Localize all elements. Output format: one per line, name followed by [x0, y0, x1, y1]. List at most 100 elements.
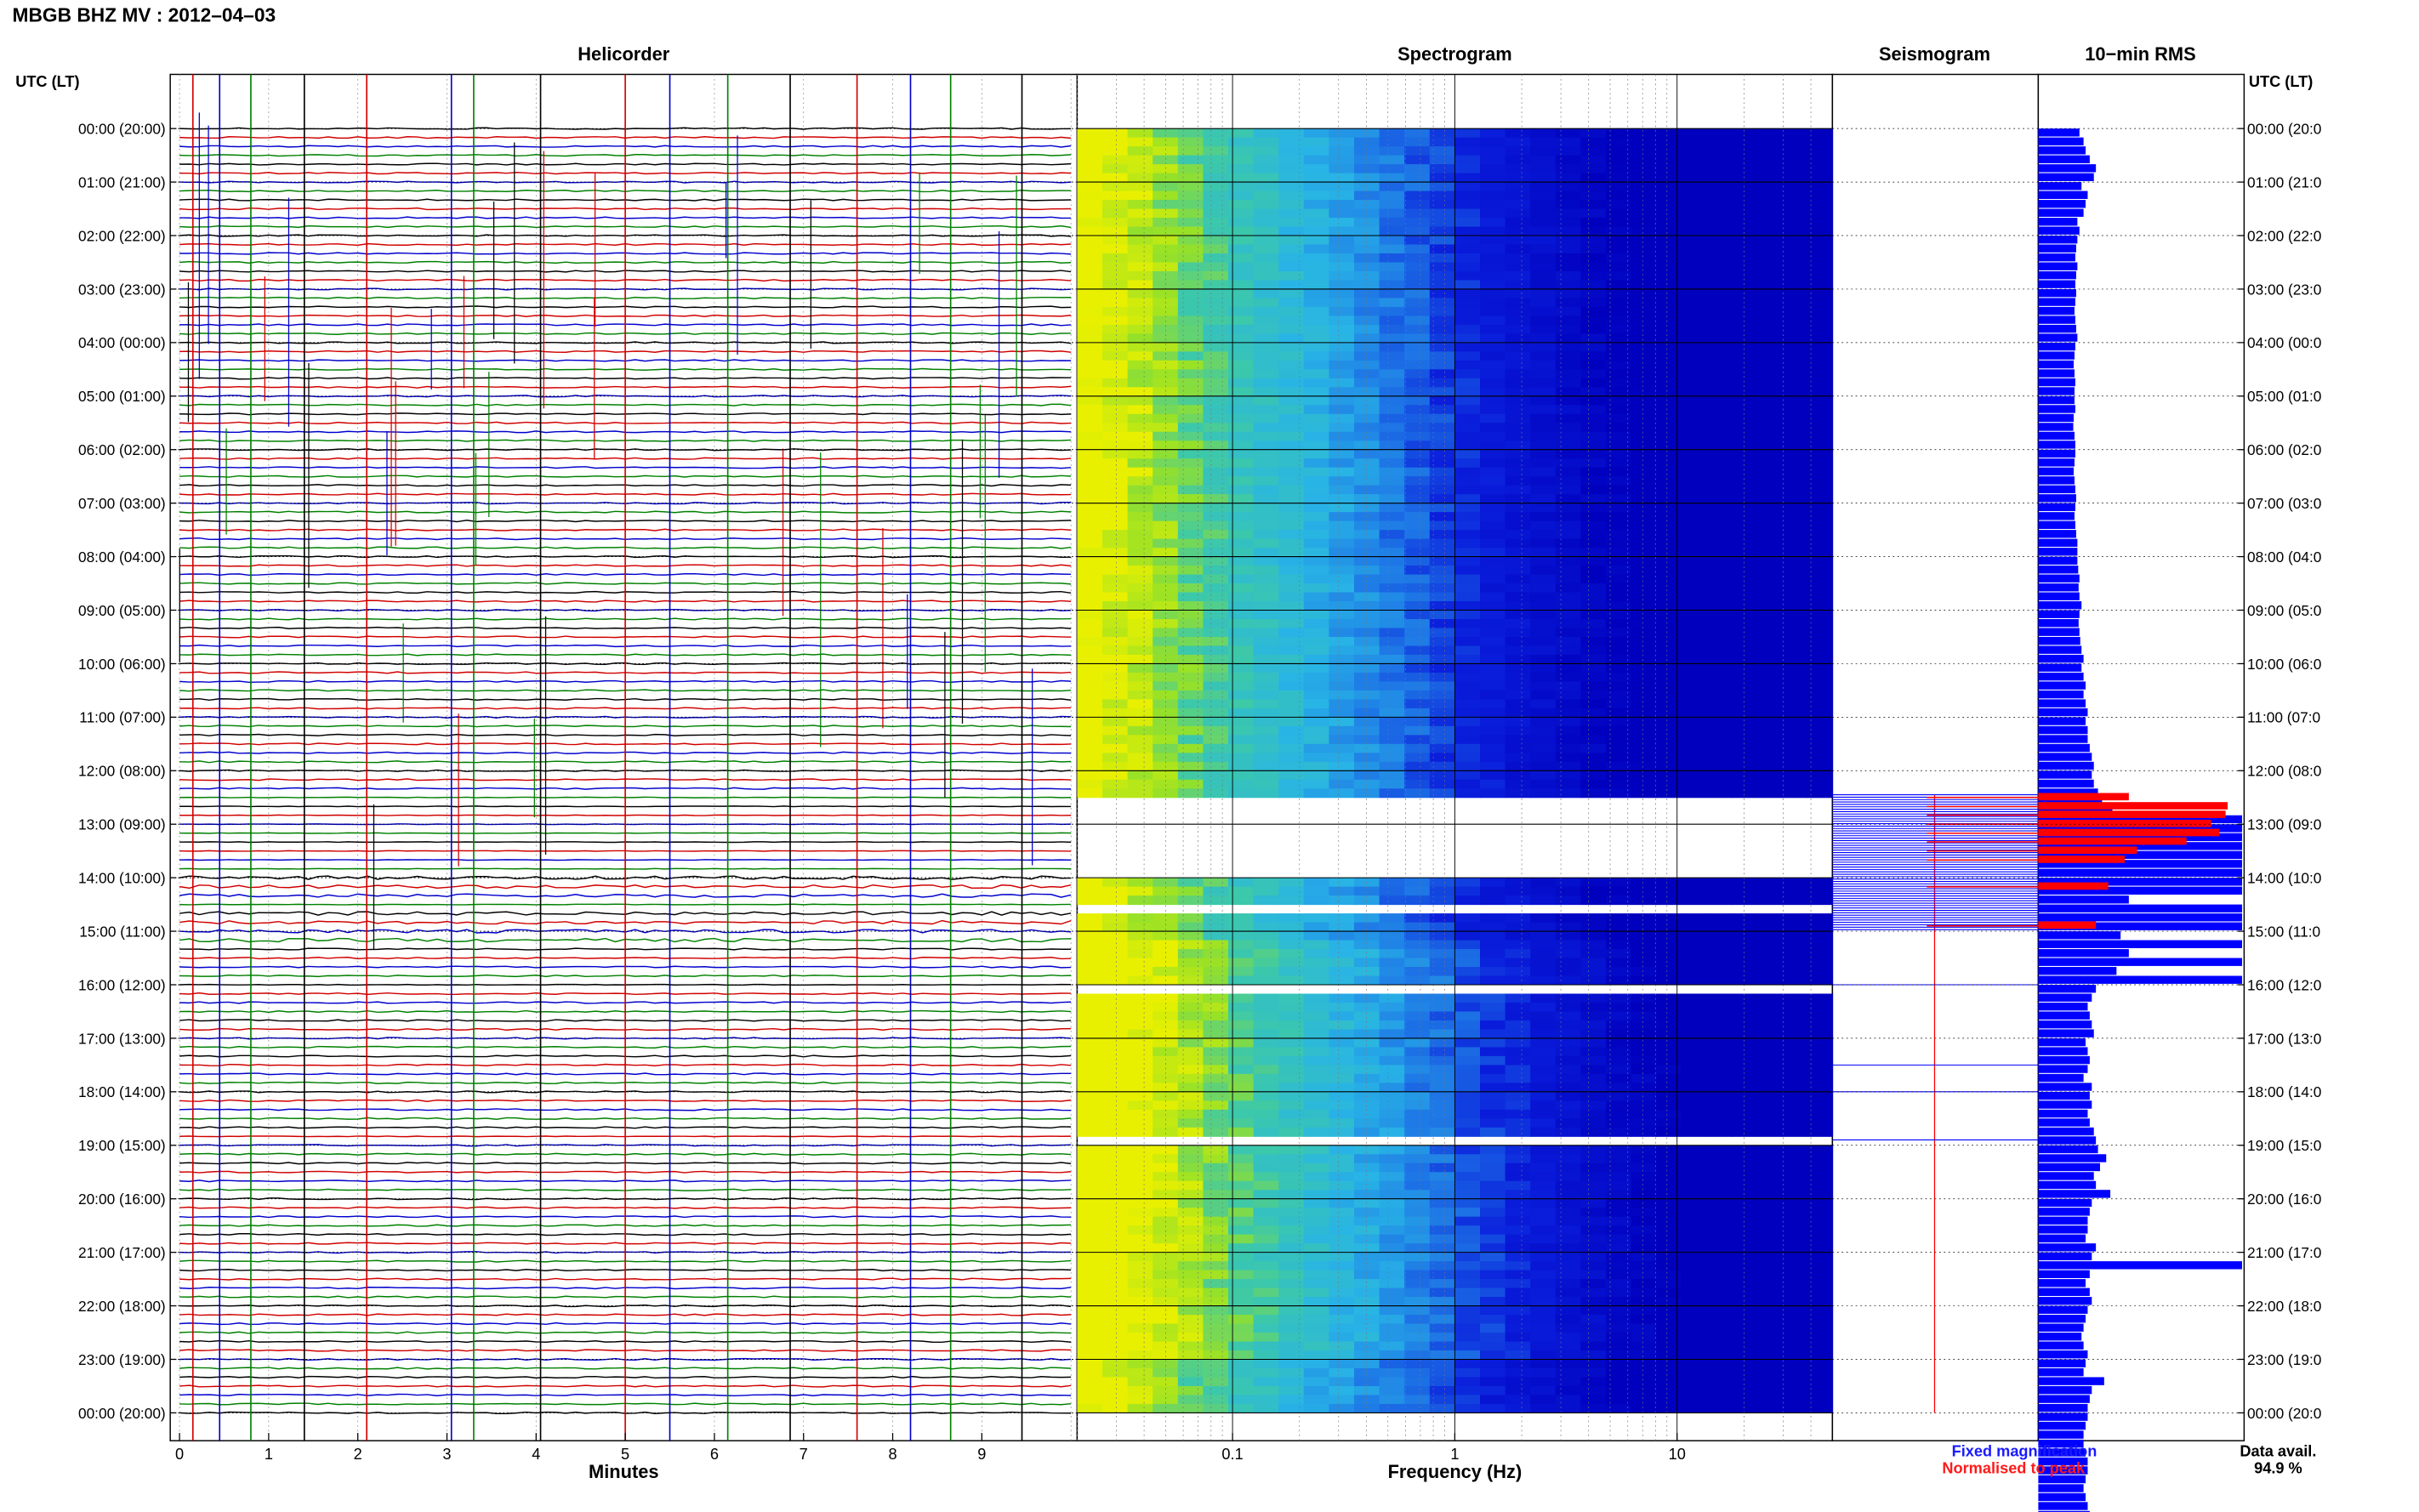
spectrogram-cell [1480, 200, 1506, 210]
spectrogram-cell [1731, 512, 1758, 522]
spectrogram-cell [1102, 672, 1129, 682]
frequency-tick-label: 1 [1450, 1446, 1459, 1463]
spectrogram-cell [1631, 958, 1657, 968]
spectrogram-cell [1379, 753, 1405, 763]
spectrogram-cell [1756, 699, 1783, 709]
rms-bar [2038, 1315, 2086, 1323]
spectrogram-cell [1480, 387, 1506, 397]
spectrogram-cell [1681, 182, 1708, 192]
spectrogram-cell [1605, 699, 1632, 709]
spectrogram-cell [1454, 476, 1481, 486]
spectrogram-cell [1555, 387, 1582, 397]
spectrogram-cell [1706, 761, 1733, 771]
spectrogram-cell [1228, 1055, 1255, 1066]
spectrogram-cell [1530, 1350, 1557, 1361]
spectrogram-cell [1631, 1109, 1657, 1119]
spectrogram-cell [1203, 280, 1229, 290]
spectrogram-cell [1505, 431, 1531, 441]
spectrogram-cell [1631, 1190, 1657, 1200]
spectrogram-cell [1580, 1154, 1607, 1164]
spectrogram-cell [1555, 618, 1582, 629]
spectrogram-cell [1278, 405, 1305, 415]
spectrogram-cell [1731, 405, 1758, 415]
spectrogram-cell [1656, 1198, 1682, 1208]
spectrogram-cell [1253, 1055, 1279, 1066]
spectrogram-cell [1177, 1252, 1204, 1262]
rms-bar [2038, 253, 2075, 262]
spectrogram-cell [1228, 395, 1255, 406]
spectrogram-cell [1782, 458, 1808, 469]
spectrogram-cell [1480, 618, 1506, 629]
spectrogram-cell [1127, 1109, 1153, 1119]
spectrogram-cell [1505, 288, 1531, 298]
spectrogram-cell [1077, 137, 1103, 147]
spectrogram-cell [1580, 1055, 1607, 1066]
spectrogram-cell [1555, 315, 1582, 326]
rms-bar [2038, 324, 2076, 333]
spectrogram-cell [1404, 725, 1431, 736]
spectrogram-cell [1102, 556, 1129, 566]
spectrogram-cell [1404, 503, 1431, 513]
spectrogram-cell [1756, 413, 1783, 423]
spectrogram-cell [1454, 895, 1481, 906]
spectrogram-cell [1354, 1198, 1380, 1208]
spectrogram-cell [1807, 1172, 1834, 1182]
rms-bar [2038, 806, 2113, 815]
spectrogram-cell [1807, 395, 1834, 406]
spectrogram-cell [1253, 324, 1279, 334]
spectrogram-cell [1756, 1216, 1783, 1226]
spectrogram-cell [1303, 208, 1330, 219]
spectrogram-cell [1429, 270, 1456, 281]
spectrogram-cell [1530, 164, 1557, 174]
spectrogram-cell [1228, 743, 1255, 753]
spectrogram-cell [1631, 1243, 1657, 1253]
spectrogram-cell [1228, 1279, 1255, 1289]
spectrogram-cell [1203, 753, 1229, 763]
spectrogram-cell [1706, 1011, 1733, 1021]
spectrogram-cell [1656, 280, 1682, 290]
spectrogram-cell [1756, 155, 1783, 165]
spectrogram-cell [1605, 467, 1632, 477]
spectrogram-cell [1706, 566, 1733, 576]
spectrogram-cell [1807, 788, 1834, 799]
spectrogram-cell [1379, 342, 1405, 352]
spectrogram-cell [1253, 137, 1279, 147]
spectrogram-cell [1153, 1395, 1179, 1405]
spectrogram-cell [1731, 636, 1758, 646]
spectrogram-cell [1379, 253, 1405, 264]
spectrogram-cell [1681, 253, 1708, 264]
spectrogram-cell [1731, 449, 1758, 459]
spectrogram-cell [1656, 1333, 1682, 1343]
spectrogram-cell [1329, 530, 1355, 540]
spectrogram-cell [1656, 1073, 1682, 1083]
spectrogram-cell [1530, 324, 1557, 334]
spectrogram-cell [1605, 548, 1632, 558]
spectrogram-cell [1203, 556, 1229, 566]
spectrogram-cell [1656, 200, 1682, 210]
spectrogram-cell [1203, 1323, 1229, 1333]
spectrogram-cell [1102, 583, 1129, 594]
seismogram-title: Seismogram [1879, 43, 1990, 65]
spectrogram-cell [1505, 369, 1531, 379]
spectrogram-cell [1127, 663, 1153, 674]
rms-bar [2038, 1385, 2092, 1395]
spectrogram-cell [1631, 182, 1657, 192]
spectrogram-cell [1127, 146, 1153, 156]
spectrogram-cell [1756, 1172, 1783, 1182]
spectrogram-cell [1153, 913, 1179, 924]
spectrogram-cell [1555, 1109, 1582, 1119]
spectrogram-cell [1077, 743, 1103, 753]
spectrogram-cell [1605, 190, 1632, 201]
spectrogram-cell [1706, 1305, 1733, 1316]
spectrogram-cell [1505, 967, 1531, 977]
spectrogram-cell [1429, 1037, 1456, 1048]
spectrogram-cell [1303, 485, 1330, 495]
spectrogram-cell [1354, 1020, 1380, 1030]
spectrogram-cell [1555, 1350, 1582, 1361]
spectrogram-cell [1429, 333, 1456, 344]
spectrogram-cell [1429, 1216, 1456, 1226]
spectrogram-cell [1354, 610, 1380, 620]
spectrogram-cell [1555, 663, 1582, 674]
rms-bar [2038, 1011, 2090, 1020]
time-label-right: 21:00 (17:0 [2247, 1244, 2321, 1261]
